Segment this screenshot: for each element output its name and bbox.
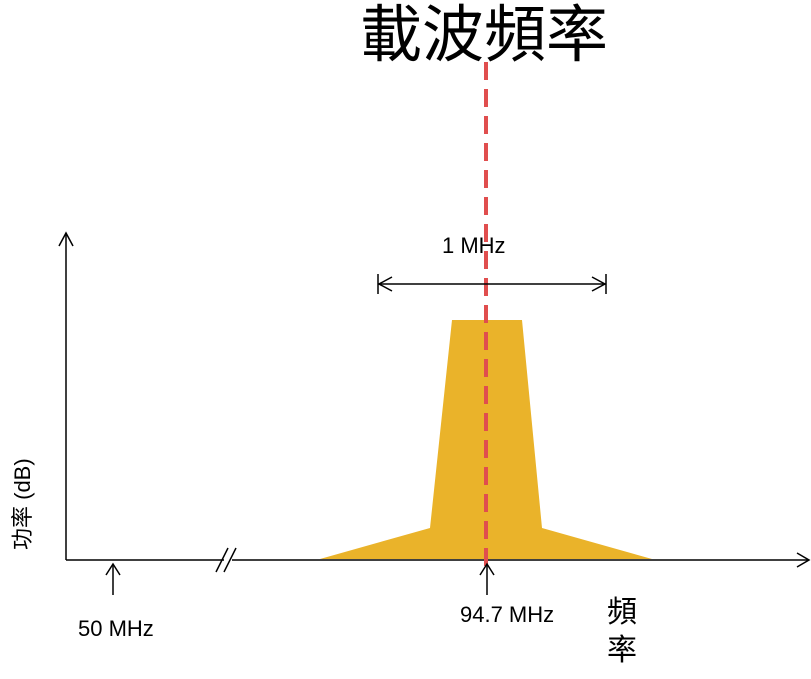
marker-50mhz-arrowhead — [105, 562, 121, 576]
y-axis-label: 功率 (dB) — [10, 458, 35, 550]
bandwidth-left-arrowhead — [377, 276, 393, 292]
x-axis-label: 頻率 — [607, 595, 637, 668]
y-axis-arrowhead — [58, 231, 74, 247]
x-axis-arrowhead — [796, 552, 811, 568]
marker-50mhz-label: 50 MHz — [78, 616, 154, 641]
signal-spectrum — [320, 320, 652, 559]
axis-break-mark-2 — [223, 547, 237, 573]
marker-carrier-label: 94.7 MHz — [460, 602, 555, 627]
bandwidth-right-arrowhead — [591, 276, 607, 292]
marker-carrier-arrowhead — [479, 562, 495, 576]
bandwidth-label: 1 MHz — [442, 233, 506, 258]
axis-break-mark-1 — [215, 547, 229, 573]
diagram-title: 載波頻率 — [360, 0, 609, 71]
